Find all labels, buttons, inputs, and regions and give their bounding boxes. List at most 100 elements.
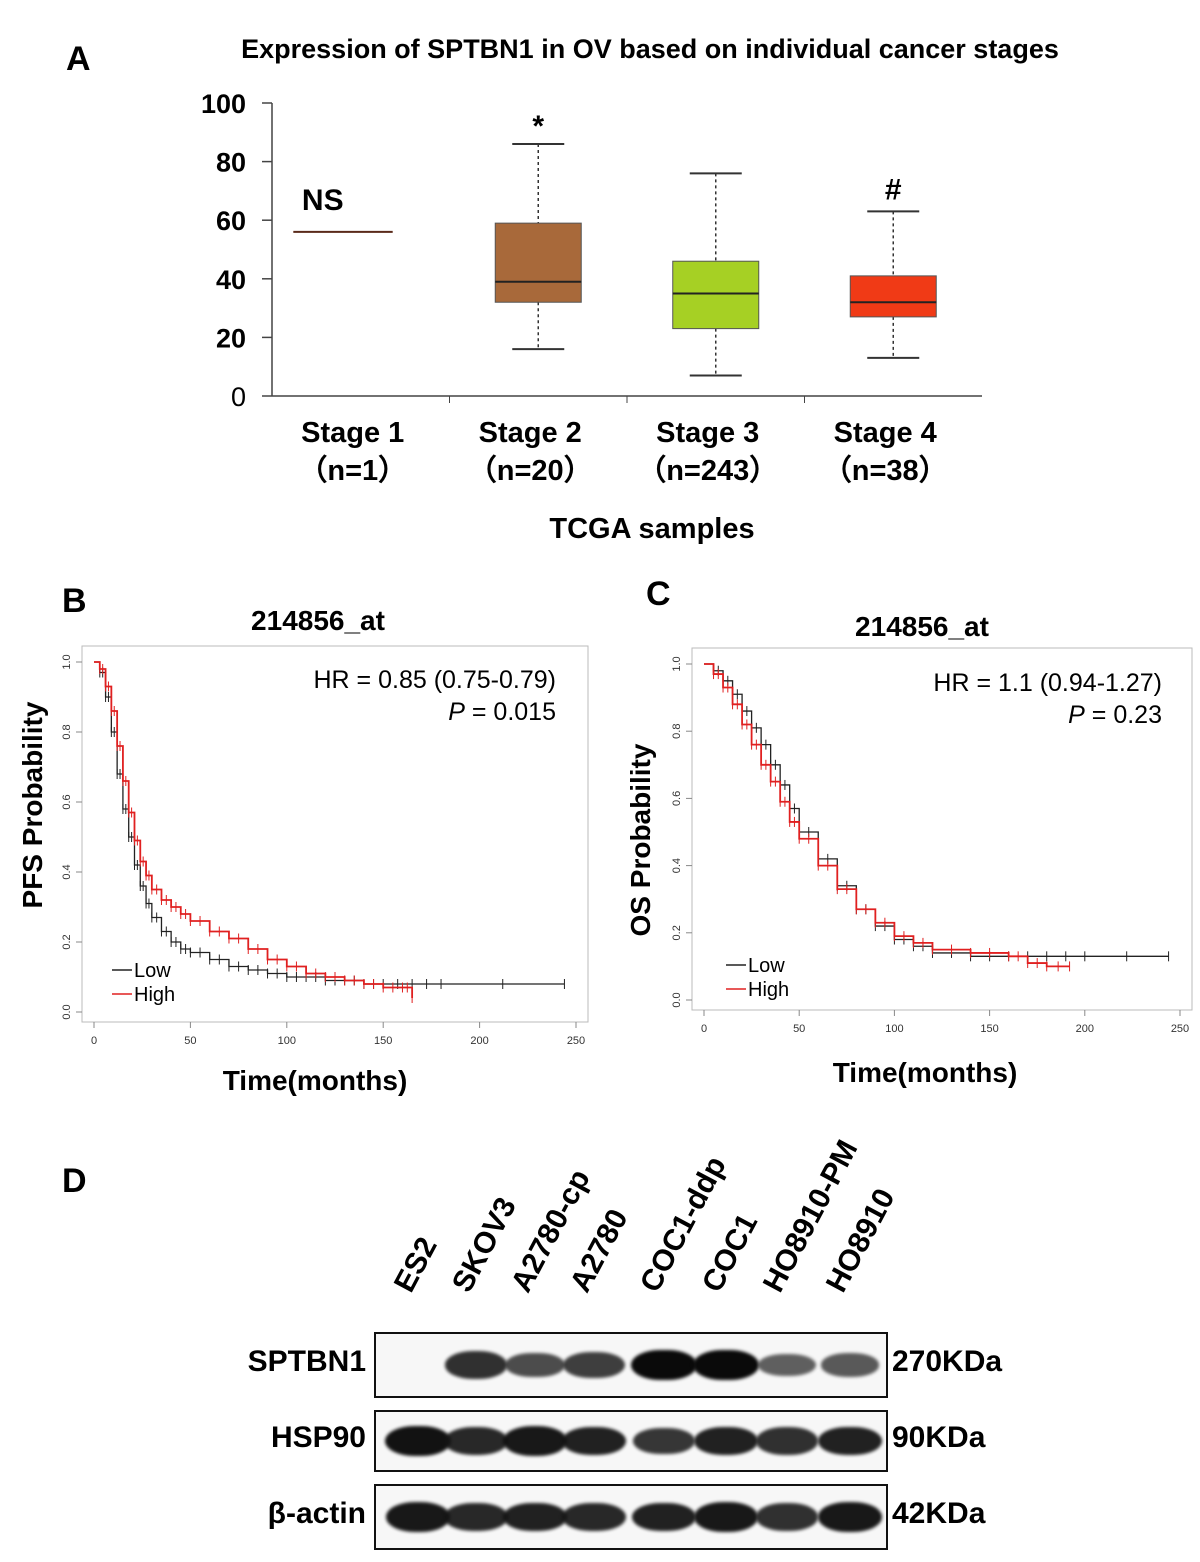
- km-curve-high: [94, 661, 414, 998]
- lane-label: ES2: [387, 1231, 444, 1298]
- blot-row-label: SPTBN1: [247, 1345, 366, 1378]
- blot-kda-label: 90KDa: [892, 1421, 986, 1454]
- blot-band: [758, 1353, 816, 1377]
- x-category-label: Stage 4: [834, 417, 937, 449]
- km-title: 214856_at: [855, 611, 989, 642]
- blot-band: [693, 1349, 759, 1381]
- km-xlabel: Time(months): [833, 1057, 1018, 1088]
- x-tick-label: 100: [278, 1035, 296, 1047]
- y-tick-label: 0.0: [671, 992, 683, 1007]
- boxplot-title: Expression of SPTBN1 in OV based on indi…: [241, 34, 1059, 64]
- blot-band: [818, 1426, 882, 1456]
- km-pfs-plot: 214856_at 0.0 0.2 0.4 0.6 0.8 1.0 0 50 100 150 200 2…: [17, 605, 589, 1096]
- blot-band: [505, 1352, 565, 1378]
- x-category-count: （n=38）: [823, 454, 948, 487]
- x-tick-label: 100: [885, 1023, 903, 1035]
- y-tick-label: 40: [216, 265, 246, 295]
- blot-band: [563, 1352, 625, 1378]
- boxplot-axes: 0 20 40 60 80 100 Stage 1 （n=1） Stage 2 （n=20） Sta…: [201, 89, 982, 487]
- blot-band: [562, 1503, 626, 1531]
- x-category-count: （n=20）: [468, 454, 593, 487]
- y-tick-label: 0.2: [61, 934, 73, 949]
- boxplot-xlabel: TCGA samples: [549, 513, 754, 545]
- boxplot-chart: Expression of SPTBN1 in OV based on indi…: [201, 34, 1059, 545]
- x-tick-label: 250: [567, 1035, 585, 1047]
- y-tick-label: 80: [216, 148, 246, 178]
- blot-band: [820, 1353, 880, 1377]
- km-hr-text: HR = 1.1 (0.94-1.27): [933, 669, 1162, 697]
- y-tick-label: 0.8: [671, 724, 683, 739]
- x-category-count: （n=243）: [637, 454, 778, 487]
- y-tick-label: 0: [231, 382, 246, 412]
- blot-band: [502, 1426, 568, 1456]
- x-tick-label: 50: [184, 1035, 196, 1047]
- km-xlabel: Time(months): [223, 1065, 408, 1096]
- legend-label-high: High: [748, 979, 789, 1001]
- x-tick-label: 0: [701, 1023, 707, 1035]
- km-p-text: P = 0.015: [448, 698, 556, 726]
- blot-band: [694, 1426, 758, 1456]
- blot-kda-label: 42KDa: [892, 1497, 986, 1530]
- y-tick-label: 20: [216, 323, 246, 353]
- panel-label-d: D: [62, 1162, 87, 1200]
- blot-band: [385, 1425, 451, 1457]
- legend-label-low: Low: [134, 960, 171, 982]
- x-tick-label: 200: [1076, 1023, 1094, 1035]
- x-tick-label: 150: [980, 1023, 998, 1035]
- km-ylabel: OS Probability: [625, 743, 656, 936]
- box-rect: [849, 275, 937, 318]
- km-pfs-chart: 214856_at 0.0 0.2 0.4 0.6 0.8 1.0 0 50 100 150 200 2…: [17, 605, 589, 1096]
- km-curve-high: [704, 663, 1070, 968]
- km-frame: [691, 647, 1193, 1011]
- x-tick-label: 50: [793, 1023, 805, 1035]
- km-p-text: P = 0.23: [1068, 701, 1162, 729]
- significance-marker: *: [532, 110, 544, 143]
- y-tick-label: 0.4: [61, 864, 73, 879]
- blot-band: [444, 1503, 508, 1531]
- km-os-plot: 214856_at 0.0 0.2 0.4 0.6 0.8 1.0 0 50 100 150 200 2…: [625, 611, 1193, 1088]
- y-tick-label: 1.0: [671, 656, 683, 671]
- panel-label-b: B: [62, 582, 87, 620]
- legend-label-high: High: [134, 984, 175, 1006]
- lane-label: COC1: [695, 1208, 765, 1298]
- km-p-label: P: [1068, 701, 1085, 729]
- x-tick-label: 0: [91, 1035, 97, 1047]
- km-p-value: = 0.23: [1085, 701, 1162, 729]
- boxplot-marks: NS * #: [293, 110, 937, 377]
- x-tick-label: 200: [470, 1035, 488, 1047]
- western-blot: ES2 SKOV3 A2780-cp A2780 COC1-ddp COC1 HO8910-…: [0, 1135, 1200, 1562]
- blot-band: [503, 1502, 567, 1532]
- blot-row-label: β-actin: [267, 1497, 366, 1530]
- km-hr-text: HR = 0.85 (0.75-0.79): [314, 666, 557, 694]
- panel-label-a: A: [66, 40, 91, 78]
- km-frame: [81, 645, 589, 1023]
- blot-band: [562, 1426, 626, 1456]
- km-title: 214856_at: [251, 605, 385, 636]
- significance-marker: #: [885, 173, 902, 206]
- km-os-chart: 214856_at 0.0 0.2 0.4 0.6 0.8 1.0 0 50 100 150 200 2…: [625, 611, 1193, 1088]
- x-category-label: Stage 2: [479, 417, 582, 449]
- x-tick-label: 250: [1171, 1023, 1189, 1035]
- blot-band: [444, 1351, 508, 1379]
- blot-band: [385, 1502, 451, 1532]
- blot-kda-label: 270KDa: [892, 1345, 1003, 1378]
- x-category-label: Stage 3: [656, 417, 759, 449]
- blot-band: [631, 1349, 697, 1381]
- box-rect: [672, 260, 760, 330]
- blot-band: [444, 1427, 508, 1455]
- y-tick-label: 1.0: [61, 654, 73, 669]
- blot-band: [755, 1427, 819, 1455]
- panel-label-c: C: [646, 575, 671, 613]
- x-category-count: （n=1）: [298, 454, 407, 487]
- y-tick-label: 0.6: [671, 791, 683, 806]
- y-tick-label: 60: [216, 206, 246, 236]
- blot-band: [817, 1502, 883, 1532]
- significance-marker: NS: [302, 184, 344, 217]
- y-tick-label: 0.2: [671, 925, 683, 940]
- blot-row-label: HSP90: [270, 1421, 366, 1454]
- km-ylabel: PFS Probability: [17, 701, 48, 908]
- km-p-label: P: [448, 698, 465, 726]
- blot-band: [633, 1427, 695, 1455]
- legend-label-low: Low: [748, 955, 785, 977]
- y-tick-label: 100: [201, 89, 246, 119]
